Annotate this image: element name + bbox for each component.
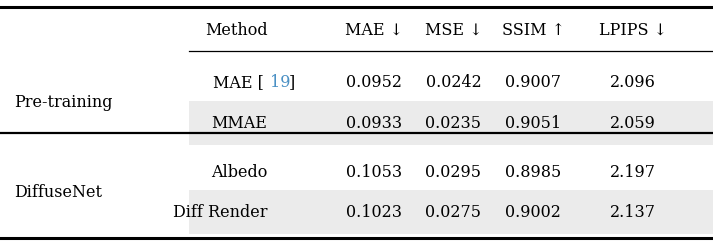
Text: 0.0933: 0.0933 xyxy=(347,115,402,132)
Text: ]: ] xyxy=(289,74,295,92)
Text: Diff Render: Diff Render xyxy=(173,204,267,221)
Text: 2.096: 2.096 xyxy=(610,74,656,92)
Text: 0.0952: 0.0952 xyxy=(347,74,402,92)
Text: 0.0242: 0.0242 xyxy=(426,74,481,92)
Text: 2.059: 2.059 xyxy=(610,115,656,132)
Text: Pre-training: Pre-training xyxy=(14,94,113,112)
Text: 0.9002: 0.9002 xyxy=(506,204,561,221)
Text: 0.0295: 0.0295 xyxy=(426,163,481,181)
Text: 2.137: 2.137 xyxy=(610,204,656,221)
Text: MSE ↓: MSE ↓ xyxy=(425,22,482,39)
Text: MAE ↓: MAE ↓ xyxy=(345,22,404,39)
Text: 0.1023: 0.1023 xyxy=(347,204,402,221)
Text: SSIM ↑: SSIM ↑ xyxy=(502,22,565,39)
Text: DiffuseNet: DiffuseNet xyxy=(14,183,102,201)
Text: 0.0275: 0.0275 xyxy=(426,204,481,221)
Text: 0.0235: 0.0235 xyxy=(426,115,481,132)
Text: 0.9051: 0.9051 xyxy=(506,115,561,132)
Text: MAE [: MAE [ xyxy=(213,74,264,92)
Text: Method: Method xyxy=(205,22,267,39)
Text: 2.197: 2.197 xyxy=(610,163,656,181)
Text: Albedo: Albedo xyxy=(211,163,267,181)
Text: 0.9007: 0.9007 xyxy=(506,74,561,92)
FancyBboxPatch shape xyxy=(189,101,713,145)
Text: 0.1053: 0.1053 xyxy=(347,163,402,181)
Text: 0.8985: 0.8985 xyxy=(506,163,561,181)
FancyBboxPatch shape xyxy=(189,190,713,234)
Text: LPIPS ↓: LPIPS ↓ xyxy=(599,22,667,39)
Text: MMAE: MMAE xyxy=(212,115,267,132)
Text: 19: 19 xyxy=(270,74,290,92)
